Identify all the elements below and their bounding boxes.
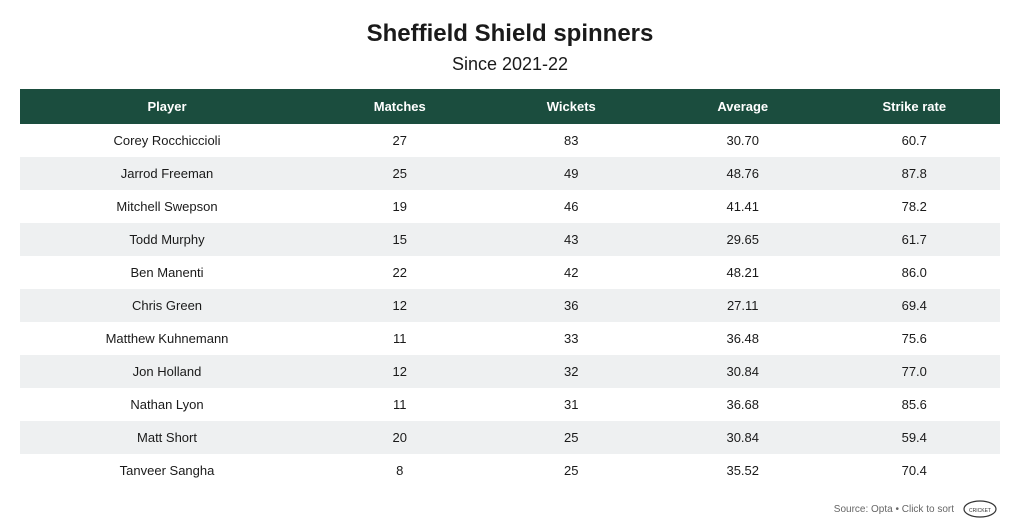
table-cell: Ben Manenti (20, 256, 314, 289)
table-cell: 61.7 (829, 223, 1001, 256)
table-cell: 20 (314, 421, 486, 454)
table-cell: 69.4 (829, 289, 1001, 322)
table-cell: 48.21 (657, 256, 829, 289)
table-cell: 49 (486, 157, 658, 190)
col-header-average[interactable]: Average (657, 89, 829, 124)
table-cell: 22 (314, 256, 486, 289)
table-cell: 31 (486, 388, 658, 421)
table-row: Mitchell Swepson194641.4178.2 (20, 190, 1000, 223)
table-cell: 48.76 (657, 157, 829, 190)
table-cell: Mitchell Swepson (20, 190, 314, 223)
table-cell: 25 (314, 157, 486, 190)
table-cell: 33 (486, 322, 658, 355)
table-cell: Nathan Lyon (20, 388, 314, 421)
table-row: Ben Manenti224248.2186.0 (20, 256, 1000, 289)
col-header-wickets[interactable]: Wickets (486, 89, 658, 124)
table-row: Matt Short202530.8459.4 (20, 421, 1000, 454)
table-cell: 83 (486, 124, 658, 157)
table-cell: 41.41 (657, 190, 829, 223)
table-cell: 12 (314, 289, 486, 322)
table-cell: 30.84 (657, 421, 829, 454)
table-cell: 60.7 (829, 124, 1001, 157)
table-cell: 75.6 (829, 322, 1001, 355)
cricket-logo-icon: CRICKET (962, 499, 998, 519)
table-cell: Jon Holland (20, 355, 314, 388)
page-subtitle: Since 2021-22 (20, 54, 1000, 75)
table-cell: 78.2 (829, 190, 1001, 223)
table-cell: 77.0 (829, 355, 1001, 388)
table-cell: 11 (314, 388, 486, 421)
table-cell: 19 (314, 190, 486, 223)
table-cell: 25 (486, 421, 658, 454)
table-cell: 32 (486, 355, 658, 388)
table-cell: 36 (486, 289, 658, 322)
table-cell: 87.8 (829, 157, 1001, 190)
col-header-strike-rate[interactable]: Strike rate (829, 89, 1001, 124)
table-cell: 11 (314, 322, 486, 355)
table-cell: 59.4 (829, 421, 1001, 454)
table-cell: Matt Short (20, 421, 314, 454)
table-cell: 86.0 (829, 256, 1001, 289)
table-cell: Matthew Kuhnemann (20, 322, 314, 355)
table-cell: 30.70 (657, 124, 829, 157)
table-cell: Chris Green (20, 289, 314, 322)
table-body: Corey Rocchiccioli278330.7060.7Jarrod Fr… (20, 124, 1000, 487)
table-cell: Corey Rocchiccioli (20, 124, 314, 157)
table-cell: Jarrod Freeman (20, 157, 314, 190)
table-cell: 85.6 (829, 388, 1001, 421)
table-cell: 8 (314, 454, 486, 487)
table-header-row: Player Matches Wickets Average Strike ra… (20, 89, 1000, 124)
col-header-player[interactable]: Player (20, 89, 314, 124)
table-row: Corey Rocchiccioli278330.7060.7 (20, 124, 1000, 157)
stats-table: Player Matches Wickets Average Strike ra… (20, 89, 1000, 487)
table-cell: 25 (486, 454, 658, 487)
table-cell: 29.65 (657, 223, 829, 256)
table-row: Jarrod Freeman254948.7687.8 (20, 157, 1000, 190)
table-row: Nathan Lyon113136.6885.6 (20, 388, 1000, 421)
table-row: Todd Murphy154329.6561.7 (20, 223, 1000, 256)
table-row: Jon Holland123230.8477.0 (20, 355, 1000, 388)
table-row: Chris Green123627.1169.4 (20, 289, 1000, 322)
table-cell: 42 (486, 256, 658, 289)
table-cell: 27.11 (657, 289, 829, 322)
table-cell: 36.68 (657, 388, 829, 421)
table-cell: 35.52 (657, 454, 829, 487)
table-cell: 36.48 (657, 322, 829, 355)
table-cell: 43 (486, 223, 658, 256)
footer-text: Source: Opta • Click to sort (834, 504, 954, 515)
footer: Source: Opta • Click to sort CRICKET (834, 499, 998, 519)
col-header-matches[interactable]: Matches (314, 89, 486, 124)
svg-text:CRICKET: CRICKET (969, 508, 991, 514)
table-row: Tanveer Sangha82535.5270.4 (20, 454, 1000, 487)
table-cell: Todd Murphy (20, 223, 314, 256)
table-cell: 30.84 (657, 355, 829, 388)
table-cell: 70.4 (829, 454, 1001, 487)
page-title: Sheffield Shield spinners (20, 20, 1000, 48)
table-cell: 27 (314, 124, 486, 157)
table-cell: 46 (486, 190, 658, 223)
table-cell: 12 (314, 355, 486, 388)
table-cell: 15 (314, 223, 486, 256)
table-row: Matthew Kuhnemann113336.4875.6 (20, 322, 1000, 355)
table-cell: Tanveer Sangha (20, 454, 314, 487)
